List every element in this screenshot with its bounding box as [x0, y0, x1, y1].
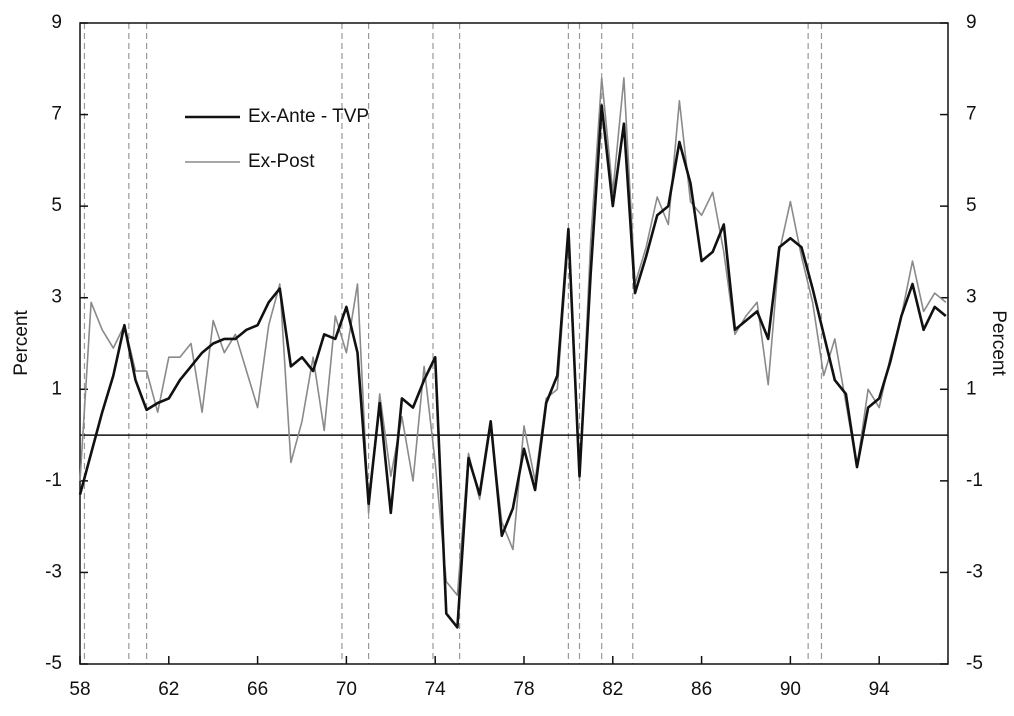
y2-tick-label: 1 [966, 378, 977, 399]
y-tick-label: 5 [51, 195, 62, 216]
legend-label: Ex-Post [248, 151, 315, 172]
y-tick-label: 3 [51, 287, 62, 308]
y-tick-label: -1 [45, 470, 62, 491]
y2-axis-label: Percent [988, 310, 1009, 376]
series-line [78, 104, 947, 629]
x-tick-label: 86 [691, 679, 712, 700]
y-tick-label: -3 [45, 561, 62, 582]
x-tick-label: 74 [425, 679, 447, 700]
y2-tick-label: 5 [966, 195, 977, 216]
plot-frame [79, 22, 949, 665]
x-tick-label: 78 [513, 679, 534, 700]
x-tick-label: 58 [69, 679, 90, 700]
y-axis-label: Percent [11, 310, 32, 376]
series-line [79, 77, 947, 597]
y-tick-label: 9 [51, 12, 62, 33]
y-tick-label: 7 [51, 104, 62, 125]
legend-label: Ex-Ante - TVP [248, 106, 369, 127]
y2-tick-label: -1 [966, 470, 983, 491]
y-tick-label: 1 [51, 378, 62, 399]
y2-tick-label: 3 [966, 287, 977, 308]
x-tick-label: 94 [869, 679, 891, 700]
y2-tick-label: -3 [966, 561, 983, 582]
x-tick-label: 62 [158, 679, 179, 700]
x-tick-label: 70 [336, 679, 357, 700]
x-tick-label: 90 [780, 679, 801, 700]
y2-tick-label: -5 [966, 653, 983, 674]
y2-tick-label: 9 [966, 12, 977, 33]
y-tick-label: -5 [45, 653, 62, 674]
y2-tick-label: 7 [966, 104, 977, 125]
x-tick-label: 66 [247, 679, 268, 700]
x-tick-label: 82 [602, 679, 623, 700]
